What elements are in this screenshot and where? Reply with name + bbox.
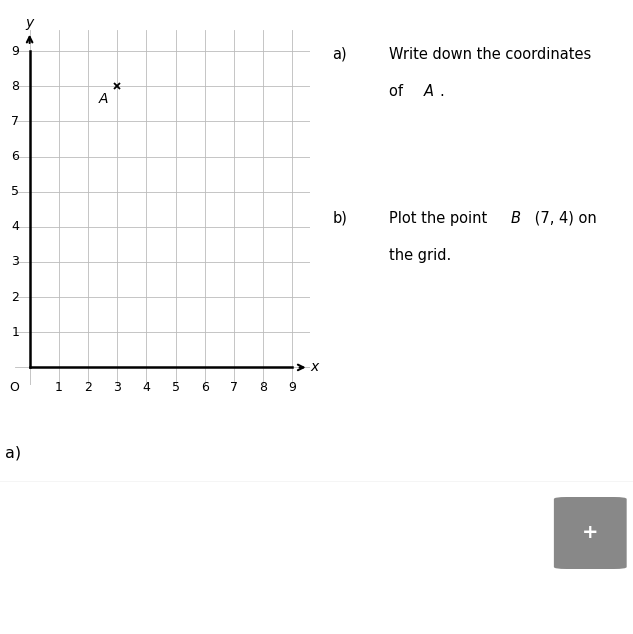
Text: Plot the point: Plot the point [389, 210, 492, 226]
Text: A: A [423, 84, 434, 99]
Text: 3: 3 [113, 382, 121, 394]
Text: y: y [25, 16, 34, 30]
Text: a): a) [332, 47, 347, 61]
Text: 6: 6 [11, 150, 20, 163]
Text: 1: 1 [11, 326, 20, 339]
Text: 6: 6 [201, 382, 209, 394]
Text: b): b) [332, 210, 348, 226]
Text: 2: 2 [11, 290, 20, 304]
FancyBboxPatch shape [554, 497, 627, 569]
Text: 8: 8 [260, 382, 267, 394]
Text: the grid.: the grid. [389, 248, 451, 262]
Text: Write down the coordinates: Write down the coordinates [389, 47, 591, 61]
Text: 9: 9 [289, 382, 296, 394]
Text: 4: 4 [11, 221, 20, 233]
Text: 7: 7 [11, 115, 20, 128]
Text: 1: 1 [55, 382, 63, 394]
Text: +: + [582, 522, 599, 541]
Text: 2: 2 [84, 382, 92, 394]
Text: 4: 4 [142, 382, 151, 394]
Text: 21 / 25 Marks: 21 / 25 Marks [67, 0, 173, 14]
Text: A: A [99, 91, 108, 105]
Text: 5: 5 [11, 185, 20, 198]
Text: of: of [389, 84, 408, 99]
Text: x: x [310, 360, 318, 375]
Text: 8: 8 [11, 80, 20, 93]
Text: O: O [9, 382, 20, 394]
Text: a): a) [5, 446, 21, 460]
Text: 5: 5 [172, 382, 180, 394]
Text: 3: 3 [11, 256, 20, 268]
Text: (7, 4) on: (7, 4) on [530, 210, 596, 226]
Text: 9: 9 [11, 44, 20, 58]
Text: .: . [439, 84, 444, 99]
Text: B: B [511, 210, 521, 226]
Text: 7: 7 [230, 382, 238, 394]
